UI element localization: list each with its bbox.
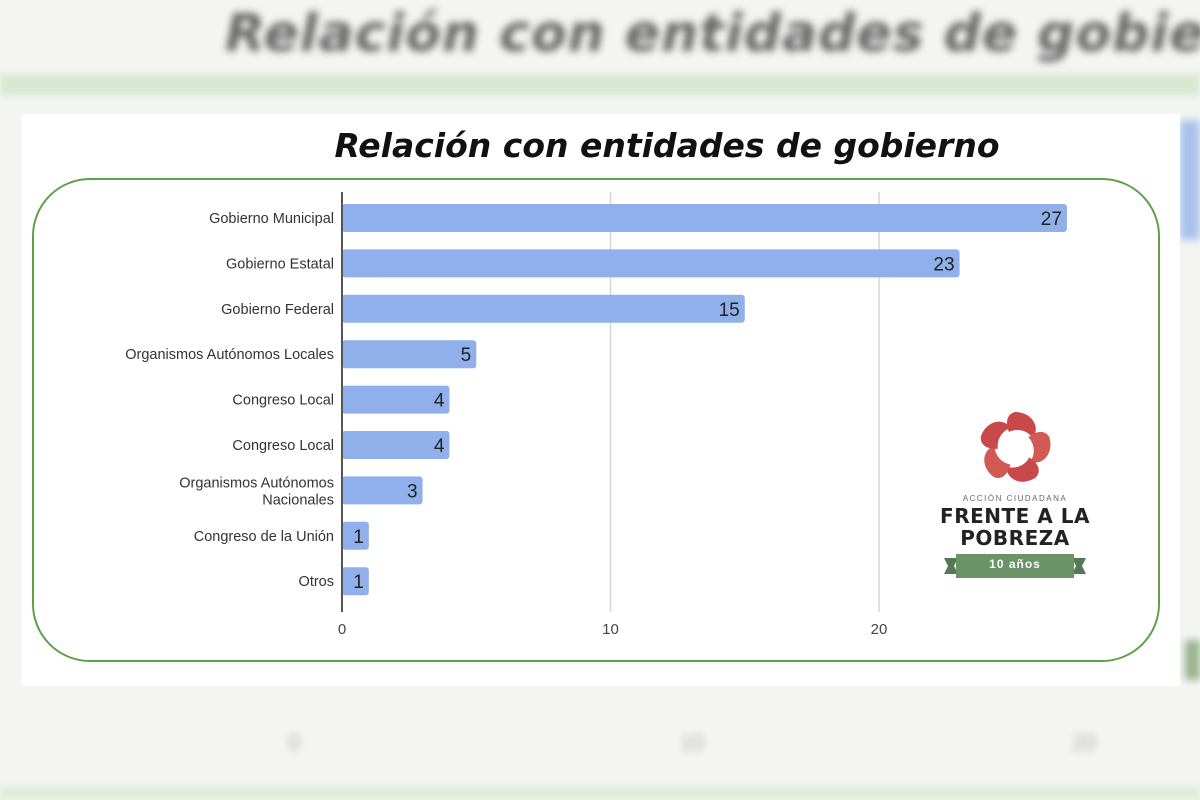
data-label: 5 [461, 345, 472, 366]
chart-frame [32, 178, 1160, 662]
data-label: 15 [719, 300, 740, 321]
swirl-flower-icon [980, 412, 1051, 482]
data-label: 3 [407, 481, 418, 502]
background-title: Relación con entidades de gobierno [225, 4, 1200, 64]
chart-title: Relación con entidades de gobierno [334, 126, 1000, 165]
data-label: 23 [933, 254, 954, 275]
background-bar [1180, 120, 1200, 240]
bar [342, 521, 369, 550]
organization-logo: ACCIÓN CIUDADANA FRENTE A LA POBREZA 10 … [940, 406, 1090, 586]
logo-subtitle: ACCIÓN CIUDADANA [962, 494, 1068, 503]
logo-line-1: FRENTE A LA [940, 504, 1090, 528]
category-label: Gobierno Estatal [226, 256, 334, 272]
background-band-bottom [0, 786, 1200, 800]
logo-line-2: POBREZA [960, 526, 1070, 550]
data-label: 1 [353, 572, 364, 593]
category-label: Congreso Local [232, 393, 334, 409]
x-tick-label: 20 [871, 621, 888, 638]
category-label: Otros [299, 574, 334, 590]
background-tick: 0 [288, 730, 301, 755]
x-tick-label: 0 [338, 621, 346, 638]
bar-chart: 0 10 20 27 Gobierno Municipal 23 Gobierno Esta… [125, 192, 1067, 638]
bar [342, 431, 450, 459]
bar [342, 476, 423, 505]
category-label: Organismos Autónomos Locales [125, 347, 334, 363]
data-label: 4 [434, 391, 445, 412]
data-label: 27 [1041, 209, 1062, 230]
category-label: Gobierno Municipal [209, 211, 334, 227]
ribbon-shape [944, 554, 1086, 578]
background-tick: 20 [1072, 730, 1097, 755]
data-label: 1 [353, 527, 364, 548]
background-bar [1185, 640, 1200, 680]
bar [342, 340, 477, 369]
logo-ribbon-text: 10 años [989, 557, 1041, 571]
bar [342, 204, 1067, 232]
bar [342, 567, 369, 596]
category-label: Organismos Autónomos Nacionales [179, 475, 334, 508]
x-tick-label: 10 [602, 621, 619, 638]
background-tick: 10 [680, 730, 705, 755]
category-label: Gobierno Federal [221, 302, 334, 318]
category-label: Congreso de la Unión [194, 529, 334, 545]
bar [342, 385, 450, 414]
chart-card: Relación con entidades de gobierno 0 10 20… [22, 114, 1180, 686]
data-label: 4 [434, 436, 445, 457]
bar [342, 294, 745, 323]
bar [342, 249, 960, 278]
background-band-top [0, 74, 1200, 96]
category-label: Congreso Local [232, 438, 334, 454]
